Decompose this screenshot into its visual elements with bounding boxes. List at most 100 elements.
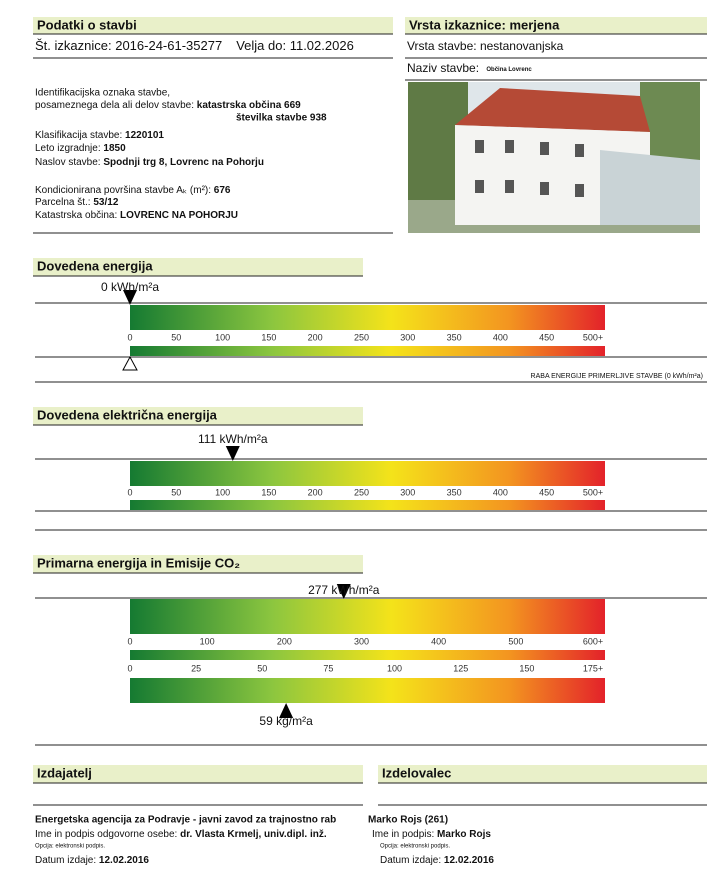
field-label: posameznega dela ali delov stavbe: katas… <box>35 100 301 111</box>
tick-label: 350 <box>447 487 462 497</box>
tick-label: 300 <box>354 636 369 646</box>
tick-label: 100 <box>387 663 402 673</box>
section-title: Izdajatelj <box>37 765 92 780</box>
tick-label: 50 <box>171 487 181 497</box>
value-marker <box>123 290 137 305</box>
tick-label: 250 <box>354 487 369 497</box>
field-value: LOVRENC NA POHORJU <box>120 210 238 221</box>
issuer-note: Opcija: elektronski podpis. <box>35 844 105 850</box>
field-label: Leto izgradnje: <box>35 143 101 154</box>
comparison-marker <box>122 355 138 371</box>
tick-label: 200 <box>277 636 292 646</box>
tick-label: 0 <box>127 636 132 646</box>
field-value: Spodnji trg 8, Lovrenc na Pohorju <box>103 157 264 168</box>
tick-label: 500+ <box>583 487 603 497</box>
section-header <box>33 555 363 573</box>
section-title: Podatki o stavbi <box>37 17 137 32</box>
section-title: Dovedena energija <box>37 258 153 273</box>
field-label: Kondicionirana površina stavbe Aₖ (m²): <box>35 185 211 196</box>
field: Parcelna št.: 53/12 <box>35 197 119 208</box>
section-header <box>33 17 393 34</box>
tick-label: 150 <box>261 487 276 497</box>
tick-label: 450 <box>539 487 554 497</box>
tick-label: 150 <box>261 332 276 342</box>
section-title: Izdelovalec <box>382 765 451 780</box>
tick-label: 100 <box>215 332 230 342</box>
value-marker <box>279 703 294 718</box>
marker-label: 277 kWh/m²a <box>308 583 380 597</box>
cert-number: Št. izkaznice: 2016-24-61-35277 Velja do:… <box>35 38 354 53</box>
field-value: 53/12 <box>93 197 118 208</box>
field-value: 1850 <box>103 143 126 154</box>
section-header <box>33 765 363 783</box>
tick-label: 125 <box>453 663 468 673</box>
tick-label: 600+ <box>583 636 603 646</box>
section-title: Dovedena električna energija <box>37 407 218 422</box>
scale-bar <box>130 678 605 703</box>
tick-label: 25 <box>191 663 201 673</box>
issuer-date: Datum izdaje: 12.02.2016 <box>35 855 149 866</box>
field: Katastrska občina: LOVRENC NA POHORJU <box>35 210 238 221</box>
field: Leto izgradnje: 1850 <box>35 143 126 154</box>
tick-label: 50 <box>257 663 267 673</box>
tick-label: 200 <box>308 487 323 497</box>
section-header <box>405 17 707 34</box>
scale-strip <box>130 500 605 510</box>
field: Naslov stavbe: Spodnji trg 8, Lovrenc na… <box>35 157 264 168</box>
tick-label: 350 <box>447 332 462 342</box>
maker-date: Datum izdaje: 12.02.2016 <box>380 855 494 866</box>
tick-label: 400 <box>493 332 508 342</box>
tick-label: 0 <box>127 487 132 497</box>
value-marker <box>225 446 240 461</box>
maker-person: Ime in podpis: Marko Rojs <box>372 829 491 840</box>
issuer-org: Energetska agencija za Podravje - javni … <box>35 815 336 826</box>
section-header <box>33 407 363 425</box>
tick-label: 300 <box>400 332 415 342</box>
value-marker <box>336 584 351 599</box>
tick-label: 0 <box>127 663 132 673</box>
marker-label: 59 kg/m²a <box>259 714 313 728</box>
marker-label: 111 kWh/m²a <box>198 432 268 446</box>
maker-note: Opcija: elektronski podpis. <box>380 844 450 850</box>
tick-label: 300 <box>400 487 415 497</box>
field-label: Klasifikacija stavbe: <box>35 130 122 141</box>
field-label: Parcelna št.: <box>35 197 91 208</box>
tick-label: 175+ <box>583 663 603 673</box>
field-label: Naslov stavbe: <box>35 157 101 168</box>
scale-strip <box>130 346 605 356</box>
field-value: številka stavbe 938 <box>236 113 327 124</box>
tick-label: 100 <box>200 636 215 646</box>
scale-bar <box>130 305 605 330</box>
tick-label: 450 <box>539 332 554 342</box>
scale-bar <box>130 599 605 634</box>
field-value: 1220101 <box>125 130 164 141</box>
comparison-label: RABA ENERGIJE PRIMERLJIVE STAVBE (0 kWh/… <box>531 373 703 380</box>
field-value: 676 <box>214 185 231 196</box>
tick-label: 250 <box>354 332 369 342</box>
card-name: Naziv stavbe: Občina Lovrenc <box>407 61 532 75</box>
field-label: Identifikacijska oznaka stavbe, <box>35 88 170 99</box>
scale-bar <box>130 461 605 486</box>
tick-label: 50 <box>171 332 181 342</box>
tick-label: 500+ <box>583 332 603 342</box>
tick-label: 400 <box>431 636 446 646</box>
section-title: Primarna energija in Emisije CO₂ <box>37 555 240 570</box>
section-header <box>33 258 363 276</box>
tick-label: 0 <box>127 332 132 342</box>
tick-label: 400 <box>493 487 508 497</box>
card-type: Vrsta stavbe: nestanovanjska <box>407 39 564 53</box>
field: Kondicionirana površina stavbe Aₖ (m²): … <box>35 185 231 196</box>
maker-org: Marko Rojs (261) <box>368 815 448 826</box>
tick-label: 500 <box>508 636 523 646</box>
tick-label: 75 <box>323 663 333 673</box>
tick-label: 150 <box>519 663 534 673</box>
section-header <box>378 765 707 783</box>
marker-label: 0 kWh/m²a <box>101 280 159 294</box>
tick-label: 200 <box>308 332 323 342</box>
field: Klasifikacija stavbe: 1220101 <box>35 130 164 141</box>
scale-strip <box>130 650 605 660</box>
section-title: Vrsta izkaznice: merjena <box>409 17 560 32</box>
issuer-person: Ime in podpis odgovorne osebe: dr. Vlast… <box>35 829 327 840</box>
field-label: Katastrska občina: <box>35 210 117 221</box>
